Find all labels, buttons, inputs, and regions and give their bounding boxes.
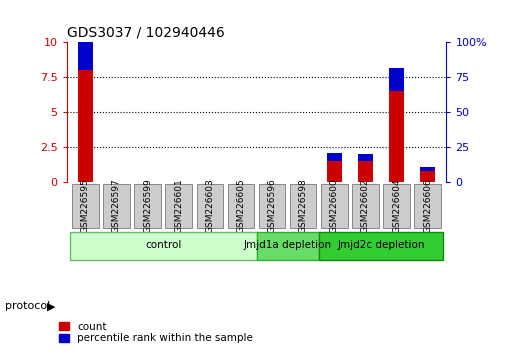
Text: GSM226606: GSM226606 [423,179,432,234]
Text: GSM226604: GSM226604 [392,179,401,233]
Bar [77,70,93,182]
FancyBboxPatch shape [259,184,285,228]
Text: control: control [145,240,181,250]
Text: GSM226596: GSM226596 [268,179,277,234]
Bar [420,171,436,182]
FancyBboxPatch shape [134,184,161,228]
Bar [389,68,404,91]
Text: GSM226598: GSM226598 [299,179,308,234]
Bar [389,91,404,182]
FancyBboxPatch shape [72,184,98,228]
Bar [326,153,342,161]
Text: GSM226601: GSM226601 [174,179,183,234]
FancyBboxPatch shape [196,184,223,228]
Text: GSM226605: GSM226605 [236,179,245,234]
Legend: count, percentile rank within the sample: count, percentile rank within the sample [56,320,255,345]
Text: GDS3037 / 102940446: GDS3037 / 102940446 [67,26,225,40]
Bar [420,167,436,171]
FancyBboxPatch shape [352,184,379,228]
Text: GSM226599: GSM226599 [143,179,152,234]
FancyBboxPatch shape [70,232,256,260]
Bar [358,154,373,161]
FancyBboxPatch shape [383,184,410,228]
Text: protocol: protocol [5,301,50,311]
Text: GSM226603: GSM226603 [205,179,214,234]
Bar [326,161,342,182]
Text: GSM226595: GSM226595 [81,179,90,234]
Text: GSM226597: GSM226597 [112,179,121,234]
Text: Jmjd2c depletion: Jmjd2c depletion [337,240,425,250]
FancyBboxPatch shape [321,184,347,228]
Text: GSM226600: GSM226600 [330,179,339,234]
FancyBboxPatch shape [290,184,317,228]
FancyBboxPatch shape [166,184,192,228]
Bar [77,38,93,70]
Text: Jmjd1a depletion: Jmjd1a depletion [244,240,332,250]
Text: ▶: ▶ [47,301,56,311]
FancyBboxPatch shape [256,232,319,260]
FancyBboxPatch shape [319,232,443,260]
FancyBboxPatch shape [415,184,441,228]
FancyBboxPatch shape [103,184,130,228]
Text: GSM226602: GSM226602 [361,179,370,233]
FancyBboxPatch shape [228,184,254,228]
Bar [358,161,373,182]
